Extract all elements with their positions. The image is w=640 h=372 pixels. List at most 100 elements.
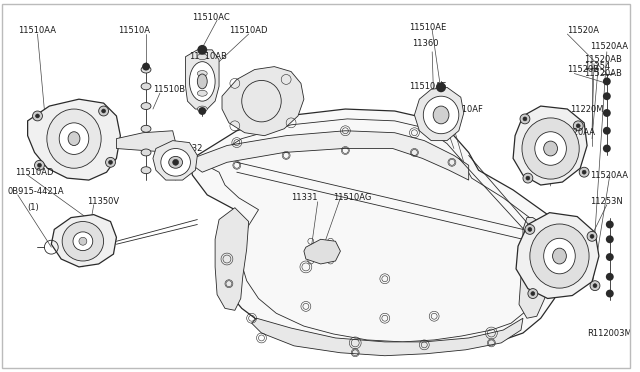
- Text: 11350V: 11350V: [87, 197, 119, 206]
- Circle shape: [606, 235, 614, 243]
- Circle shape: [590, 234, 594, 238]
- Text: 11520A: 11520A: [568, 26, 600, 35]
- Circle shape: [198, 107, 206, 115]
- Ellipse shape: [73, 232, 93, 251]
- Circle shape: [603, 109, 611, 117]
- Polygon shape: [191, 109, 561, 352]
- Circle shape: [579, 167, 589, 177]
- Ellipse shape: [173, 159, 179, 165]
- Text: 11220P: 11220P: [54, 118, 86, 127]
- Ellipse shape: [141, 167, 151, 174]
- Text: 11510A: 11510A: [118, 26, 150, 35]
- Polygon shape: [513, 106, 587, 185]
- Ellipse shape: [197, 74, 207, 89]
- Circle shape: [36, 114, 40, 118]
- Ellipse shape: [189, 62, 215, 101]
- Text: 11510AD: 11510AD: [229, 26, 268, 35]
- Circle shape: [523, 173, 533, 183]
- Text: 11360: 11360: [412, 39, 439, 48]
- Text: 11520AB: 11520AB: [584, 69, 622, 78]
- Ellipse shape: [68, 132, 80, 145]
- Circle shape: [38, 163, 42, 167]
- Circle shape: [576, 124, 580, 128]
- Ellipse shape: [141, 83, 151, 90]
- Ellipse shape: [141, 103, 151, 109]
- Polygon shape: [252, 318, 523, 356]
- Circle shape: [106, 157, 115, 167]
- Text: 0B915-4421A: 0B915-4421A: [8, 187, 65, 196]
- Circle shape: [590, 281, 600, 291]
- Circle shape: [593, 284, 597, 288]
- Text: 11220M: 11220M: [570, 105, 604, 113]
- Text: 11510AA: 11510AA: [18, 26, 56, 35]
- Circle shape: [606, 253, 614, 261]
- Ellipse shape: [79, 237, 87, 245]
- Text: 11510AB: 11510AB: [189, 52, 227, 61]
- Circle shape: [531, 292, 535, 295]
- Circle shape: [33, 111, 42, 121]
- Polygon shape: [28, 99, 120, 180]
- Circle shape: [436, 82, 446, 92]
- Circle shape: [573, 121, 583, 131]
- Text: 11520AA: 11520AA: [557, 128, 595, 137]
- Text: 11520AA: 11520AA: [590, 42, 628, 51]
- Circle shape: [606, 273, 614, 281]
- Polygon shape: [153, 141, 197, 180]
- Ellipse shape: [423, 96, 459, 134]
- Ellipse shape: [544, 141, 557, 156]
- Text: 11520AB: 11520AB: [584, 55, 622, 64]
- Circle shape: [603, 77, 611, 85]
- Ellipse shape: [47, 109, 101, 168]
- Ellipse shape: [197, 54, 207, 60]
- Ellipse shape: [60, 123, 89, 154]
- Text: 11510AF: 11510AF: [446, 105, 483, 113]
- Text: 11254: 11254: [584, 62, 611, 71]
- Circle shape: [520, 114, 530, 124]
- Ellipse shape: [62, 221, 104, 261]
- Ellipse shape: [535, 132, 566, 165]
- Circle shape: [35, 160, 44, 170]
- Ellipse shape: [544, 238, 575, 274]
- Circle shape: [526, 176, 530, 180]
- Ellipse shape: [141, 149, 151, 156]
- Ellipse shape: [197, 106, 207, 112]
- Ellipse shape: [141, 66, 151, 73]
- Text: 11510AE: 11510AE: [410, 23, 447, 32]
- Text: 11253N: 11253N: [590, 197, 623, 206]
- Circle shape: [606, 221, 614, 228]
- Polygon shape: [304, 239, 340, 264]
- Ellipse shape: [169, 156, 182, 168]
- Ellipse shape: [197, 90, 207, 96]
- Circle shape: [99, 106, 109, 116]
- Circle shape: [525, 224, 535, 234]
- Circle shape: [197, 45, 207, 55]
- Text: R112003M: R112003M: [587, 328, 632, 337]
- Text: 11520B: 11520B: [568, 65, 600, 74]
- Polygon shape: [193, 131, 468, 180]
- Polygon shape: [516, 213, 599, 298]
- Circle shape: [603, 92, 611, 100]
- Text: 11510AD: 11510AD: [15, 168, 53, 177]
- Ellipse shape: [552, 248, 566, 264]
- Polygon shape: [116, 131, 175, 153]
- Ellipse shape: [141, 125, 151, 132]
- Polygon shape: [222, 67, 304, 136]
- Circle shape: [142, 62, 150, 71]
- Text: 11510AE: 11510AE: [410, 82, 447, 91]
- Ellipse shape: [522, 118, 579, 179]
- Circle shape: [603, 127, 611, 135]
- Circle shape: [109, 160, 113, 164]
- Circle shape: [606, 290, 614, 298]
- Circle shape: [528, 227, 532, 231]
- Text: (1): (1): [28, 203, 40, 212]
- Circle shape: [523, 117, 527, 121]
- Text: 11510B: 11510B: [153, 85, 185, 94]
- Polygon shape: [519, 218, 552, 318]
- Polygon shape: [51, 215, 116, 267]
- Text: 11510AG: 11510AG: [333, 193, 372, 202]
- Polygon shape: [215, 208, 249, 310]
- Text: 11510AC: 11510AC: [193, 13, 230, 22]
- Circle shape: [528, 289, 538, 298]
- Polygon shape: [415, 87, 464, 141]
- Circle shape: [582, 170, 586, 174]
